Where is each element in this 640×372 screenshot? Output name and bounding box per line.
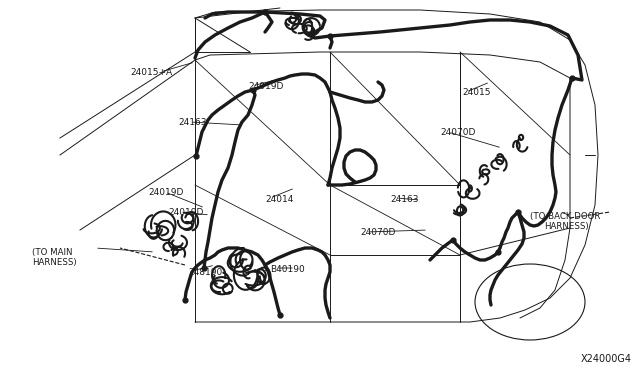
Text: HARNESS): HARNESS) bbox=[544, 222, 589, 231]
Text: X24000G4: X24000G4 bbox=[581, 354, 632, 364]
Text: B40190: B40190 bbox=[270, 265, 305, 274]
Text: 24070D: 24070D bbox=[440, 128, 476, 137]
Text: 24163: 24163 bbox=[390, 195, 419, 204]
Text: (TO MAIN: (TO MAIN bbox=[32, 248, 72, 257]
Text: 24015+A: 24015+A bbox=[130, 68, 172, 77]
Text: 24019D: 24019D bbox=[148, 188, 184, 197]
Text: HARNESS): HARNESS) bbox=[32, 258, 77, 267]
Text: 24019D: 24019D bbox=[248, 82, 284, 91]
Text: 24070D: 24070D bbox=[360, 228, 396, 237]
Text: (TO BACK DOOR: (TO BACK DOOR bbox=[530, 212, 600, 221]
Text: 24163: 24163 bbox=[178, 118, 207, 127]
Text: 248190: 248190 bbox=[188, 268, 222, 277]
Text: 24015: 24015 bbox=[462, 88, 490, 97]
Text: 24019D: 24019D bbox=[168, 208, 204, 217]
Text: 24014: 24014 bbox=[265, 195, 293, 204]
